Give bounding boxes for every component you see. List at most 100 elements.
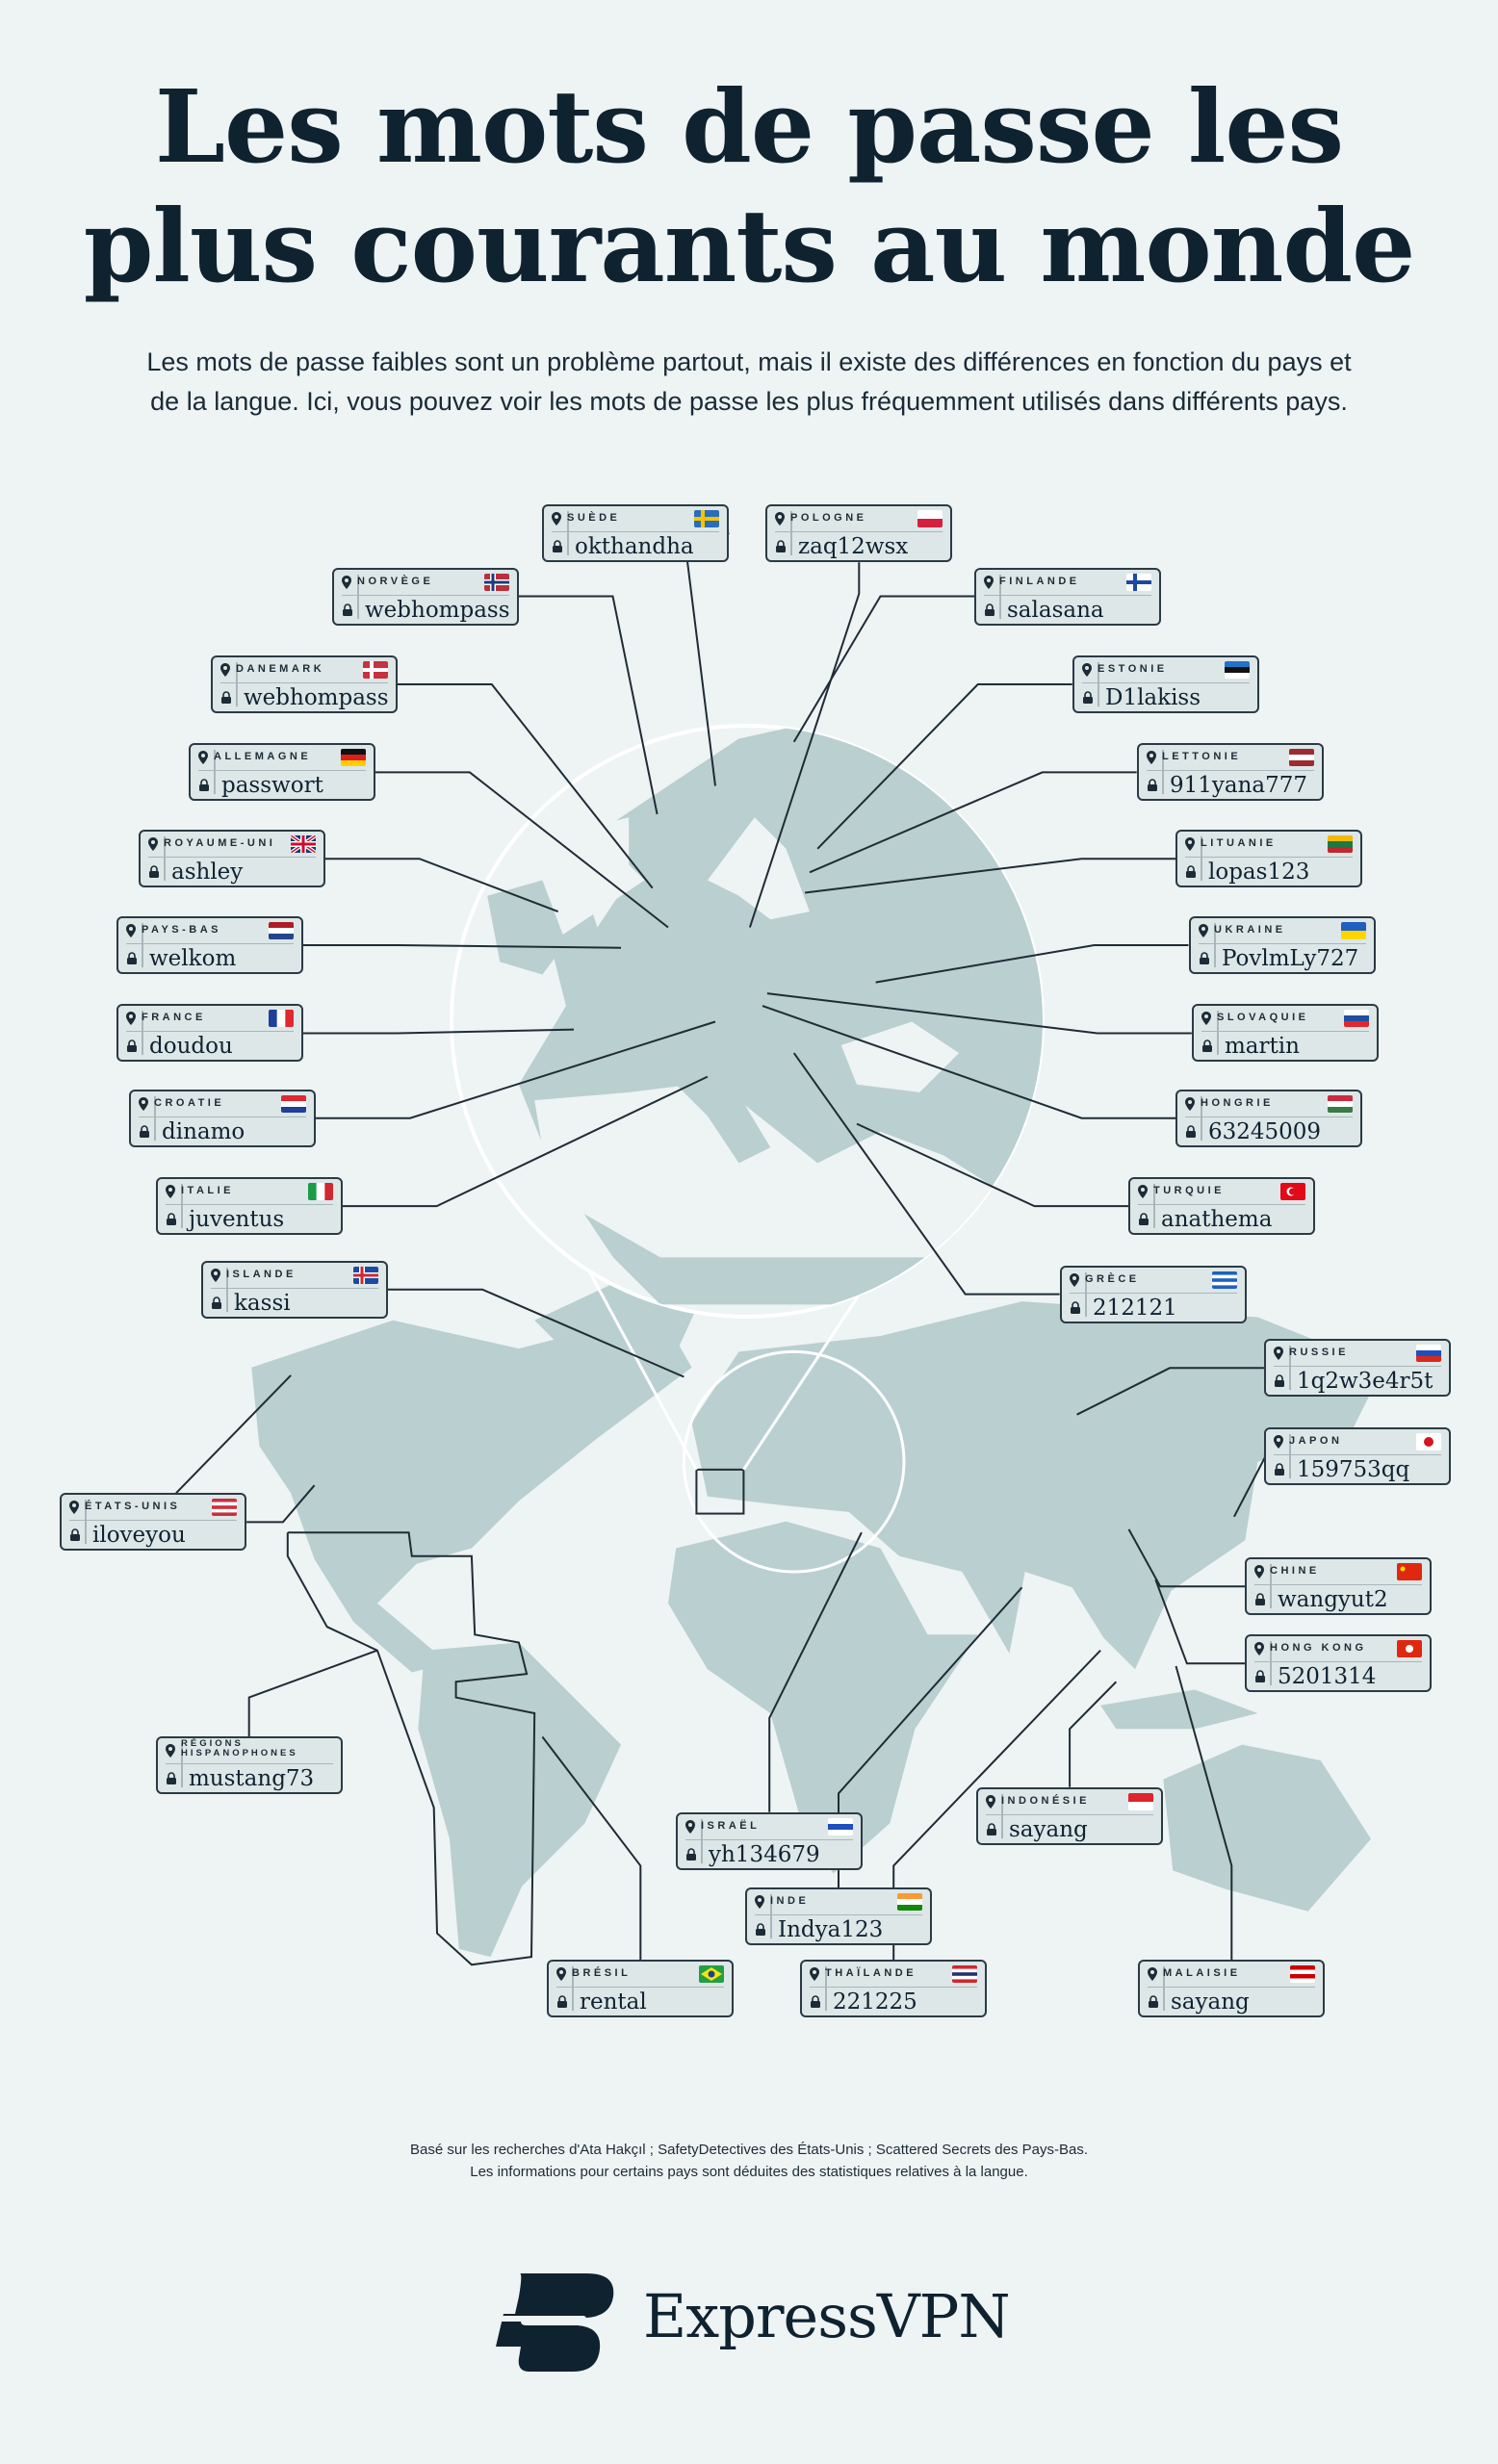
leader-line bbox=[315, 1020, 716, 1119]
label-allemagne: ALLEMAGNE passwort bbox=[189, 743, 375, 801]
password-value: martin bbox=[1225, 1034, 1300, 1059]
label-japon: JAPON 159753qq bbox=[1264, 1427, 1451, 1485]
europe-marker-box bbox=[695, 1468, 745, 1515]
location-pin-icon bbox=[148, 837, 158, 851]
flag-russia-icon bbox=[1416, 1345, 1441, 1362]
password-value: wangyut2 bbox=[1278, 1587, 1388, 1612]
password-value: welkom bbox=[149, 946, 237, 971]
europe-map bbox=[487, 726, 1043, 1305]
location-pin-icon bbox=[126, 924, 136, 937]
label-inde: INDE Indya123 bbox=[745, 1887, 932, 1945]
flag-finland-icon bbox=[1126, 574, 1151, 591]
leader-line bbox=[518, 595, 659, 815]
country-name: MALAISIE bbox=[1163, 1967, 1241, 1979]
location-pin-icon bbox=[552, 512, 561, 526]
password-value: D1lakiss bbox=[1105, 685, 1201, 710]
country-name: ISRAËL bbox=[701, 1820, 761, 1832]
country-name: RUSSIE bbox=[1289, 1347, 1349, 1358]
label-turquie: TURQUIE anathema bbox=[1128, 1177, 1315, 1235]
source-note: Basé sur les recherches d'Ata Hakçıl ; S… bbox=[0, 2139, 1498, 2183]
leader-line bbox=[342, 1075, 709, 1208]
location-pin-icon bbox=[1147, 751, 1156, 764]
expressvpn-logo-icon bbox=[496, 2273, 614, 2372]
password-value: 159753qq bbox=[1297, 1457, 1410, 1482]
location-pin-icon bbox=[126, 1012, 136, 1025]
country-name: CHINE bbox=[1270, 1565, 1320, 1577]
password-value: 63245009 bbox=[1208, 1119, 1322, 1144]
lock-icon bbox=[127, 1040, 137, 1052]
label-pologne: POLOGNE zaq12wsx bbox=[765, 504, 952, 562]
continent-north-america bbox=[251, 1312, 692, 1673]
label-regions-hispanophones: RÉGIONS HISPANOPHONES mustang73 bbox=[156, 1736, 343, 1794]
country-name: ALLEMAGNE bbox=[214, 751, 312, 762]
lock-icon bbox=[212, 1296, 221, 1309]
country-name: INDONÉSIE bbox=[1001, 1795, 1091, 1807]
leader-line bbox=[792, 1052, 1060, 1296]
leader-line bbox=[1076, 1367, 1264, 1416]
flag-ukraine-icon bbox=[1341, 922, 1366, 939]
country-name: SLOVAQUIE bbox=[1217, 1012, 1309, 1023]
leader-line bbox=[397, 683, 654, 889]
location-pin-icon bbox=[1274, 1347, 1283, 1360]
lock-icon bbox=[1275, 1374, 1284, 1387]
flag-malaysia-icon bbox=[1290, 1965, 1315, 1983]
lock-icon bbox=[149, 865, 159, 878]
lock-icon bbox=[140, 1125, 149, 1138]
subtitle-line-2: de la langue. Ici, vous pouvez voir les … bbox=[150, 387, 1348, 416]
spanish-region-outline bbox=[286, 1531, 536, 1966]
lock-icon bbox=[167, 1772, 176, 1784]
leader-line bbox=[375, 771, 669, 929]
label-grece: GRÈCE 212121 bbox=[1060, 1266, 1247, 1323]
label-israel: ISRAËL yh134679 bbox=[676, 1812, 863, 1870]
leader-line bbox=[324, 858, 559, 913]
europe-zoom-circle bbox=[682, 1349, 906, 1574]
leader-line bbox=[246, 1484, 316, 1524]
lock-icon bbox=[1186, 865, 1196, 878]
country-name: ISLANDE bbox=[226, 1269, 297, 1280]
label-hong-kong: HONG KONG 5201314 bbox=[1245, 1634, 1432, 1692]
password-value: salasana bbox=[1007, 598, 1104, 623]
country-name: FRANCE bbox=[142, 1012, 206, 1023]
location-pin-icon bbox=[755, 1895, 764, 1909]
flag-norway-icon bbox=[484, 574, 509, 591]
source-line-2: Les informations pour certains pays sont… bbox=[470, 2164, 1028, 2180]
password-value: webhompass bbox=[244, 685, 389, 710]
lock-icon bbox=[167, 1213, 176, 1225]
flag-germany-icon bbox=[341, 749, 366, 766]
label-chine: CHINE wangyut2 bbox=[1245, 1557, 1432, 1615]
flag-india-icon bbox=[897, 1893, 922, 1911]
leader-line bbox=[875, 944, 1189, 984]
label-malaisie: MALAISIE sayang bbox=[1138, 1960, 1325, 2017]
leader-line bbox=[1127, 1528, 1246, 1588]
label-finlande: FINLANDE salasana bbox=[974, 568, 1161, 626]
subtitle-line-1: Les mots de passe faibles sont un problè… bbox=[146, 347, 1352, 376]
lock-icon bbox=[1186, 1125, 1196, 1138]
location-pin-icon bbox=[69, 1501, 79, 1514]
lock-icon bbox=[127, 952, 137, 964]
password-value: sayang bbox=[1009, 1817, 1088, 1842]
flag-lithuania-icon bbox=[1328, 835, 1353, 853]
location-pin-icon bbox=[1201, 1012, 1211, 1025]
leader-line bbox=[175, 1374, 292, 1494]
lock-icon bbox=[756, 1923, 765, 1936]
country-name: ÉTATS-UNIS bbox=[85, 1501, 181, 1512]
label-norvege: NORVÈGE webhompass bbox=[332, 568, 519, 626]
country-name: JAPON bbox=[1289, 1435, 1343, 1447]
password-value: passwort bbox=[221, 773, 323, 798]
continent-eurasia bbox=[691, 1301, 1383, 1670]
country-name: DANEMARK bbox=[236, 663, 325, 675]
location-pin-icon bbox=[198, 751, 208, 764]
location-pin-icon bbox=[1185, 837, 1195, 851]
page-title: Les mots de passe les plus courants au m… bbox=[0, 67, 1498, 306]
flag-china-icon bbox=[1397, 1563, 1422, 1580]
leader-line bbox=[804, 858, 1176, 894]
lock-icon bbox=[1071, 1301, 1080, 1314]
location-pin-icon bbox=[1070, 1273, 1079, 1287]
password-value: PovlmLy727 bbox=[1222, 946, 1359, 971]
location-pin-icon bbox=[211, 1269, 220, 1282]
location-pin-icon bbox=[139, 1097, 148, 1111]
leader-line bbox=[766, 992, 1192, 1035]
lock-icon bbox=[199, 779, 209, 791]
flag-israel-icon bbox=[828, 1818, 853, 1835]
